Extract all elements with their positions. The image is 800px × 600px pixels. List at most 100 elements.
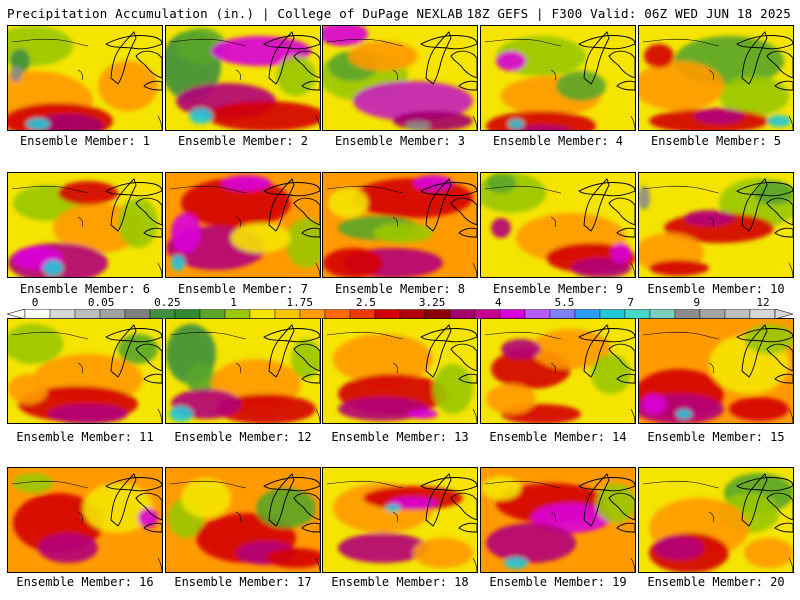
border-line xyxy=(550,216,557,228)
precip-contour xyxy=(323,248,383,277)
precip-contour xyxy=(118,334,158,364)
border-line xyxy=(392,511,399,523)
great-lakes-outline xyxy=(268,178,295,232)
great-lakes-outline xyxy=(578,35,635,50)
border-line xyxy=(235,511,242,523)
great-lakes-outline xyxy=(293,197,320,226)
border-line xyxy=(169,480,247,489)
border-line xyxy=(77,362,84,374)
border-line xyxy=(235,69,242,81)
ensemble-member-label: Ensemble Member: 7 xyxy=(177,282,309,296)
precipitation-field xyxy=(639,319,793,423)
precip-contour xyxy=(729,397,789,421)
precip-contour xyxy=(388,497,438,509)
great-lakes-outline xyxy=(143,80,162,91)
ensemble-member-map xyxy=(322,25,478,131)
great-lakes-outline xyxy=(301,373,320,384)
great-lakes-outline xyxy=(578,182,635,197)
precip-contour xyxy=(333,334,433,384)
ensemble-member-label: Ensemble Member: 1 xyxy=(19,134,151,148)
precip-contour xyxy=(556,71,606,101)
precip-contour xyxy=(206,101,320,130)
great-lakes-outline xyxy=(583,31,610,85)
great-lakes-outline xyxy=(425,473,452,527)
ensemble-member-label: Ensemble Member: 15 xyxy=(647,430,785,444)
great-lakes-outline xyxy=(105,477,162,492)
border-line xyxy=(708,362,715,374)
ensemble-member-label: Ensemble Member: 12 xyxy=(174,430,312,444)
colorbar-swatch xyxy=(174,309,201,319)
border-line xyxy=(157,408,162,423)
colorbar-swatch xyxy=(424,309,451,319)
great-lakes-outline xyxy=(293,343,320,372)
great-lakes-outline xyxy=(293,50,320,79)
ensemble-member-label: Ensemble Member: 19 xyxy=(489,575,627,589)
great-lakes-outline xyxy=(736,477,793,492)
precip-contour xyxy=(385,504,401,512)
great-lakes-outline xyxy=(450,492,477,521)
great-lakes-outline xyxy=(616,80,635,91)
precip-contour xyxy=(10,66,22,82)
precip-contour xyxy=(531,329,611,369)
precip-contour xyxy=(501,339,541,359)
ensemble-member-label: Ensemble Member: 8 xyxy=(334,282,466,296)
great-lakes-outline xyxy=(263,35,320,50)
colorbar-tick-label: 2.5 xyxy=(355,296,376,309)
colorbar-swatch xyxy=(374,309,401,319)
map-title: Precipitation Accumulation (in.) | Colle… xyxy=(7,6,463,21)
precipitation-field xyxy=(166,26,320,130)
precip-contour xyxy=(353,81,473,121)
precip-contour xyxy=(13,473,53,493)
precip-contour xyxy=(171,255,185,271)
precip-contour xyxy=(43,260,63,276)
great-lakes-outline xyxy=(736,182,793,197)
precipitation-field xyxy=(639,26,793,130)
colorbar-tick-label: 4 xyxy=(494,296,502,309)
precip-contour xyxy=(189,108,213,124)
border-line xyxy=(157,115,162,130)
colorbar-swatch xyxy=(699,309,726,319)
great-lakes-outline xyxy=(110,178,137,232)
precip-contour xyxy=(767,115,791,127)
colorbar-tick-label: 3.25 xyxy=(418,296,446,309)
precip-contour xyxy=(406,121,430,130)
precip-contour xyxy=(719,76,789,116)
precip-contour xyxy=(511,125,571,130)
great-lakes-outline xyxy=(425,324,452,378)
precip-contour xyxy=(26,118,50,130)
border-line xyxy=(788,408,793,423)
border-line xyxy=(708,511,715,523)
ensemble-member-map xyxy=(638,172,794,278)
border-line xyxy=(169,185,247,194)
ensemble-member-map xyxy=(165,25,321,131)
colorbar-swatch xyxy=(674,309,701,319)
ensemble-member-label: Ensemble Member: 14 xyxy=(489,430,627,444)
precip-contour xyxy=(413,175,453,191)
colorbar-tick-label: 0 xyxy=(31,296,39,309)
great-lakes-outline xyxy=(583,324,610,378)
great-lakes-outline xyxy=(608,492,635,521)
precip-contour xyxy=(373,223,433,243)
great-lakes-outline xyxy=(616,227,635,238)
border-line xyxy=(315,262,320,277)
border-line xyxy=(326,185,404,194)
border-line xyxy=(630,557,635,572)
precip-contour xyxy=(644,44,674,68)
precip-contour xyxy=(8,374,48,404)
precip-contour xyxy=(231,223,291,253)
colorbar-swatch xyxy=(149,309,176,319)
precip-contour xyxy=(486,384,536,414)
border-line xyxy=(630,408,635,423)
border-line xyxy=(392,216,399,228)
great-lakes-outline xyxy=(450,197,477,226)
colorbar-swatch xyxy=(474,309,501,319)
precip-contour xyxy=(596,483,635,523)
ensemble-member-label: Ensemble Member: 2 xyxy=(177,134,309,148)
ensemble-member-map xyxy=(638,25,794,131)
great-lakes-outline xyxy=(301,227,320,238)
precipitation-field xyxy=(166,173,320,277)
border-line xyxy=(315,408,320,423)
great-lakes-outline xyxy=(105,182,162,197)
great-lakes-outline xyxy=(458,373,477,384)
precip-contour xyxy=(216,394,316,423)
